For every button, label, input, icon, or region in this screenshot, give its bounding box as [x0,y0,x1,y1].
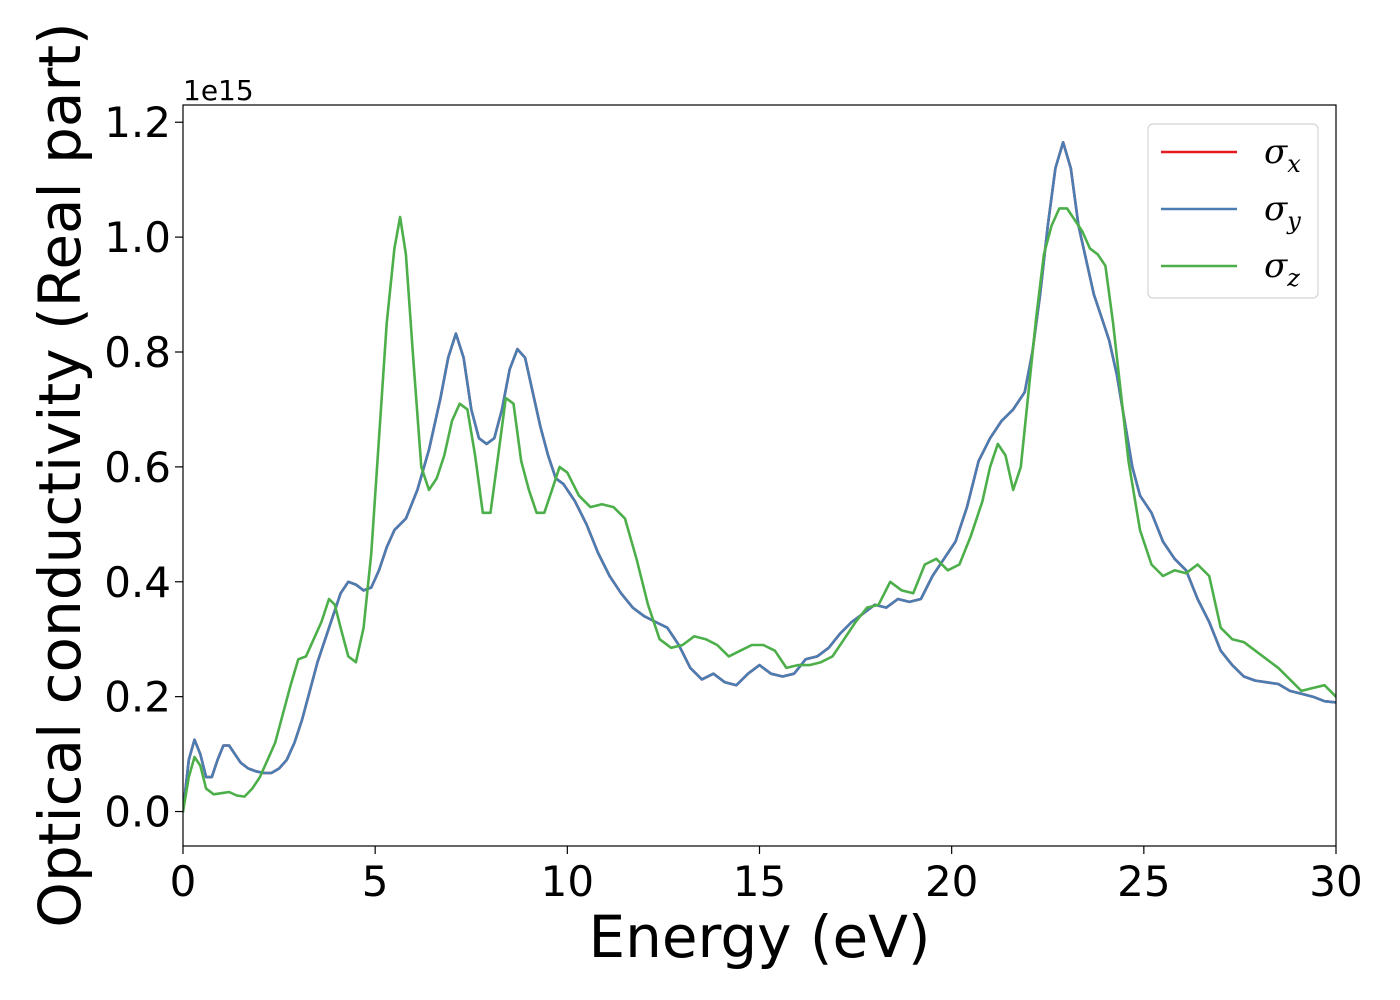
legend-box [1147,123,1319,299]
y-tick-label: 1.0 [104,213,171,262]
x-tick-label: 30 [1309,857,1362,906]
y-tick-label: 1.2 [104,98,171,147]
x-tick-label: 5 [362,857,389,906]
y-tick-label: 0.8 [104,328,171,377]
series-line-y [183,141,1336,813]
legend-label-x: σx [1264,132,1301,178]
y-axis-title: Optical conductivity (Real part) [26,22,94,927]
series-layer [183,141,1336,813]
x-axis-title: Energy (eV) [588,903,930,971]
x-tick-label: 10 [541,857,594,906]
legend-subscript: z [1286,264,1300,292]
y-tick-label: 0.0 [104,788,171,837]
legend-subscript: x [1287,150,1301,178]
y-tick-label: 0.4 [104,558,171,607]
legend-subscript: y [1286,207,1301,235]
x-tick-label: 25 [1117,857,1170,906]
y-tick-label: 0.2 [104,673,171,722]
y-tick-label: 0.6 [104,443,171,492]
y-axis-ticks: 0.0 0.2 0.4 0.6 0.8 1.0 1.2 [104,98,183,837]
x-tick-label: 20 [925,857,978,906]
legend-symbol: σ [1264,246,1288,286]
x-axis-ticks: 0 5 10 15 20 25 30 [170,846,1363,906]
series-line-z [183,207,1336,813]
x-tick-label: 15 [733,857,786,906]
legend-label-y: σy [1264,189,1301,235]
legend-symbol: σ [1264,189,1288,229]
legend-symbol: σ [1264,132,1288,172]
legend-label-z: σz [1264,246,1300,292]
x-tick-label: 0 [170,857,197,906]
y-offset-label: 1e15 [183,74,254,107]
